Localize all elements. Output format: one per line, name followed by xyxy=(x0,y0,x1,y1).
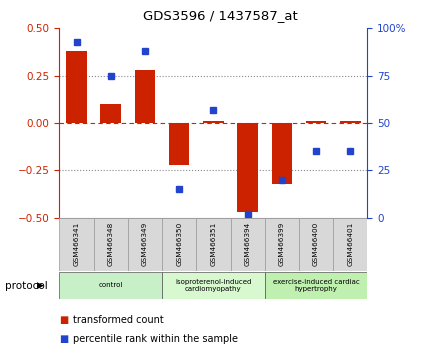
Bar xyxy=(169,123,190,165)
Bar xyxy=(271,123,292,184)
Text: transformed count: transformed count xyxy=(73,315,164,325)
FancyBboxPatch shape xyxy=(162,272,265,299)
Text: protocol: protocol xyxy=(5,281,48,291)
FancyBboxPatch shape xyxy=(265,272,367,299)
Text: GSM466348: GSM466348 xyxy=(108,222,114,266)
Text: ▶: ▶ xyxy=(37,281,44,290)
Text: GSM466399: GSM466399 xyxy=(279,222,285,266)
FancyBboxPatch shape xyxy=(333,218,367,271)
Bar xyxy=(237,123,258,212)
Text: GDS3596 / 1437587_at: GDS3596 / 1437587_at xyxy=(143,9,297,22)
Text: GSM466341: GSM466341 xyxy=(73,222,80,266)
FancyBboxPatch shape xyxy=(265,218,299,271)
Bar xyxy=(340,121,360,123)
Text: ■: ■ xyxy=(59,334,69,344)
Bar xyxy=(100,104,121,123)
Text: isoproterenol-induced
cardiomyopathy: isoproterenol-induced cardiomyopathy xyxy=(175,279,252,292)
FancyBboxPatch shape xyxy=(299,218,333,271)
FancyBboxPatch shape xyxy=(162,218,196,271)
Text: ■: ■ xyxy=(59,315,69,325)
Bar xyxy=(203,121,224,123)
Bar xyxy=(306,121,326,123)
Bar xyxy=(135,70,155,123)
Bar xyxy=(66,51,87,123)
FancyBboxPatch shape xyxy=(59,272,162,299)
Text: control: control xyxy=(99,282,123,288)
FancyBboxPatch shape xyxy=(94,218,128,271)
Text: GSM466400: GSM466400 xyxy=(313,222,319,266)
Text: GSM466351: GSM466351 xyxy=(210,222,216,266)
FancyBboxPatch shape xyxy=(231,218,265,271)
FancyBboxPatch shape xyxy=(128,218,162,271)
Text: exercise-induced cardiac
hypertrophy: exercise-induced cardiac hypertrophy xyxy=(273,279,359,292)
FancyBboxPatch shape xyxy=(59,218,94,271)
FancyBboxPatch shape xyxy=(196,218,231,271)
Text: GSM466394: GSM466394 xyxy=(245,222,251,266)
Text: GSM466401: GSM466401 xyxy=(347,222,353,266)
Text: percentile rank within the sample: percentile rank within the sample xyxy=(73,334,238,344)
Text: GSM466350: GSM466350 xyxy=(176,222,182,266)
Text: GSM466349: GSM466349 xyxy=(142,222,148,266)
